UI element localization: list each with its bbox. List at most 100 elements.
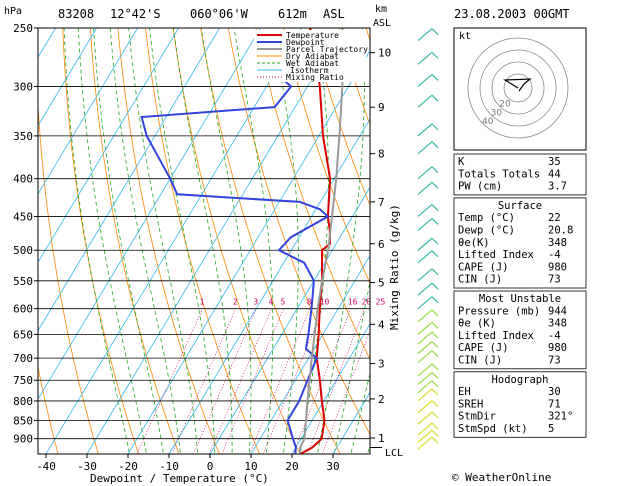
lcl-label: LCL bbox=[385, 448, 403, 459]
wind-barb bbox=[417, 123, 433, 137]
legend-entry: Dewpoint bbox=[286, 38, 325, 47]
isotherm bbox=[38, 28, 138, 195]
wind-barb-flag bbox=[431, 422, 439, 430]
table-label: Dewp (°C) bbox=[458, 225, 515, 237]
legend-entry: Mixing Ratio bbox=[286, 73, 344, 82]
table-label: Lifted Index bbox=[458, 249, 534, 261]
wind-barb-flag bbox=[431, 141, 439, 149]
wind-barb-flag bbox=[431, 296, 439, 304]
table-label: Totals Totals bbox=[458, 168, 540, 180]
dry-adiabat bbox=[283, 28, 370, 285]
height-tick-label: 2 bbox=[378, 393, 385, 406]
temperature-tick-label: -10 bbox=[159, 460, 179, 473]
pressure-tick-label: 900 bbox=[13, 433, 33, 446]
hodograph-trace bbox=[503, 78, 532, 92]
wind-barb bbox=[417, 372, 433, 385]
pressure-tick-label: 250 bbox=[13, 22, 33, 35]
station-lat: 12°42'S bbox=[110, 7, 161, 21]
wind-barb-flag bbox=[431, 74, 439, 81]
wind-barb-flag bbox=[431, 309, 439, 317]
mixing-ratio-line bbox=[208, 308, 272, 454]
height-tick-label: 4 bbox=[378, 318, 385, 331]
isotherm bbox=[45, 28, 302, 454]
wind-barb bbox=[417, 28, 433, 42]
wet-adiabat bbox=[317, 28, 365, 453]
wet-adiabat bbox=[173, 28, 233, 453]
hodograph-ring-label: 20 bbox=[499, 100, 511, 110]
table-box bbox=[453, 197, 587, 289]
wind-barb-flag bbox=[431, 94, 439, 102]
pressure-tick-label: 550 bbox=[13, 275, 33, 288]
wind-barb-flag bbox=[431, 204, 439, 211]
dry-adiabat bbox=[613, 25, 629, 454]
table-value: -4 bbox=[548, 330, 561, 342]
mixing-ratio-line bbox=[262, 308, 324, 454]
table-label: Pressure (mb) bbox=[458, 305, 540, 317]
legend-entry: Temperature bbox=[286, 31, 339, 40]
wind-barb-flag bbox=[431, 28, 439, 35]
wind-barb bbox=[417, 296, 433, 310]
pressure-tick-label: 350 bbox=[13, 130, 33, 143]
station-elev: 612m bbox=[278, 7, 307, 21]
x-axis-label: Dewpoint / Temperature (°C) bbox=[90, 472, 269, 485]
mixing-ratio-label: 5 bbox=[281, 298, 286, 307]
isotherm bbox=[38, 28, 179, 264]
mixing-ratio-label: 1 bbox=[200, 298, 205, 307]
mixing-ratio-line bbox=[307, 308, 365, 454]
table-label: StmSpd (kt) bbox=[458, 423, 528, 435]
height-tick-label: 1 bbox=[378, 432, 385, 445]
table-label: PW (cm) bbox=[458, 181, 502, 193]
table-value: 3.7 bbox=[548, 181, 567, 193]
wind-barb-flag bbox=[431, 380, 439, 388]
wind-barb bbox=[417, 380, 433, 394]
indices-tables: K 35 Totals Totals 44 PW (cm) 3.7 SurfaceTemp … bbox=[453, 153, 587, 438]
station-id: 83208 bbox=[58, 7, 94, 21]
dry-adiabat bbox=[38, 365, 59, 454]
pressure-tick-label: 700 bbox=[13, 352, 33, 365]
wind-barb-flag bbox=[431, 237, 439, 245]
wind-barb-flag bbox=[431, 411, 439, 419]
copyright: © WeatherOnline bbox=[452, 471, 551, 484]
mixing-ratio-line bbox=[321, 330, 370, 454]
table-value: 30 bbox=[548, 386, 561, 398]
hodograph-ring bbox=[503, 73, 533, 103]
mixing-ratio-label: 2 bbox=[233, 298, 238, 307]
mixing-ratio-line bbox=[136, 308, 203, 454]
dewpoint-curve bbox=[140, 33, 330, 454]
mixing-ratio-label: 16 bbox=[348, 298, 358, 307]
pressure-tick-label: 850 bbox=[13, 414, 33, 427]
pressure-tick-label: 800 bbox=[13, 395, 33, 408]
wind-barb-flag bbox=[431, 166, 439, 174]
table-label: K bbox=[458, 156, 465, 168]
table-value: 44 bbox=[548, 168, 561, 180]
table-label: CIN (J) bbox=[458, 355, 502, 367]
sounding-curves bbox=[140, 28, 344, 454]
wind-barb-flag bbox=[431, 321, 439, 329]
wet-adiabat bbox=[233, 28, 274, 453]
table-label: Lifted Index bbox=[458, 330, 534, 342]
wind-barb bbox=[417, 217, 433, 231]
temperature-axis: -40 -30 -20 -10 0 10 20 30 bbox=[36, 454, 340, 473]
hodograph-unit: kt bbox=[459, 31, 471, 42]
pressure-tick-label: 300 bbox=[13, 80, 33, 93]
wind-barb-flag bbox=[431, 181, 439, 189]
hodograph-ring bbox=[479, 49, 557, 127]
pressure-tick-label: 650 bbox=[13, 328, 33, 341]
wind-barb bbox=[417, 74, 433, 87]
temperature-tick-label: 30 bbox=[326, 460, 339, 473]
km-unit-asl: ASL bbox=[373, 18, 391, 29]
dry-adiabat bbox=[310, 28, 370, 207]
wind-barb-flag bbox=[431, 388, 439, 396]
table-label: CAPE (J) bbox=[458, 261, 509, 273]
height-tick-label: 9 bbox=[378, 101, 385, 114]
table-value: 5 bbox=[548, 423, 554, 435]
table-value: 348 bbox=[548, 318, 567, 330]
temperature-tick-label: -20 bbox=[118, 460, 138, 473]
table-box bbox=[453, 290, 587, 370]
wind-barb bbox=[417, 166, 433, 180]
dry-adiabat bbox=[586, 25, 629, 454]
table-value: 35 bbox=[548, 156, 561, 168]
table-title: Surface bbox=[498, 200, 542, 212]
dry-adiabat bbox=[200, 28, 341, 454]
wind-barb bbox=[417, 141, 433, 155]
